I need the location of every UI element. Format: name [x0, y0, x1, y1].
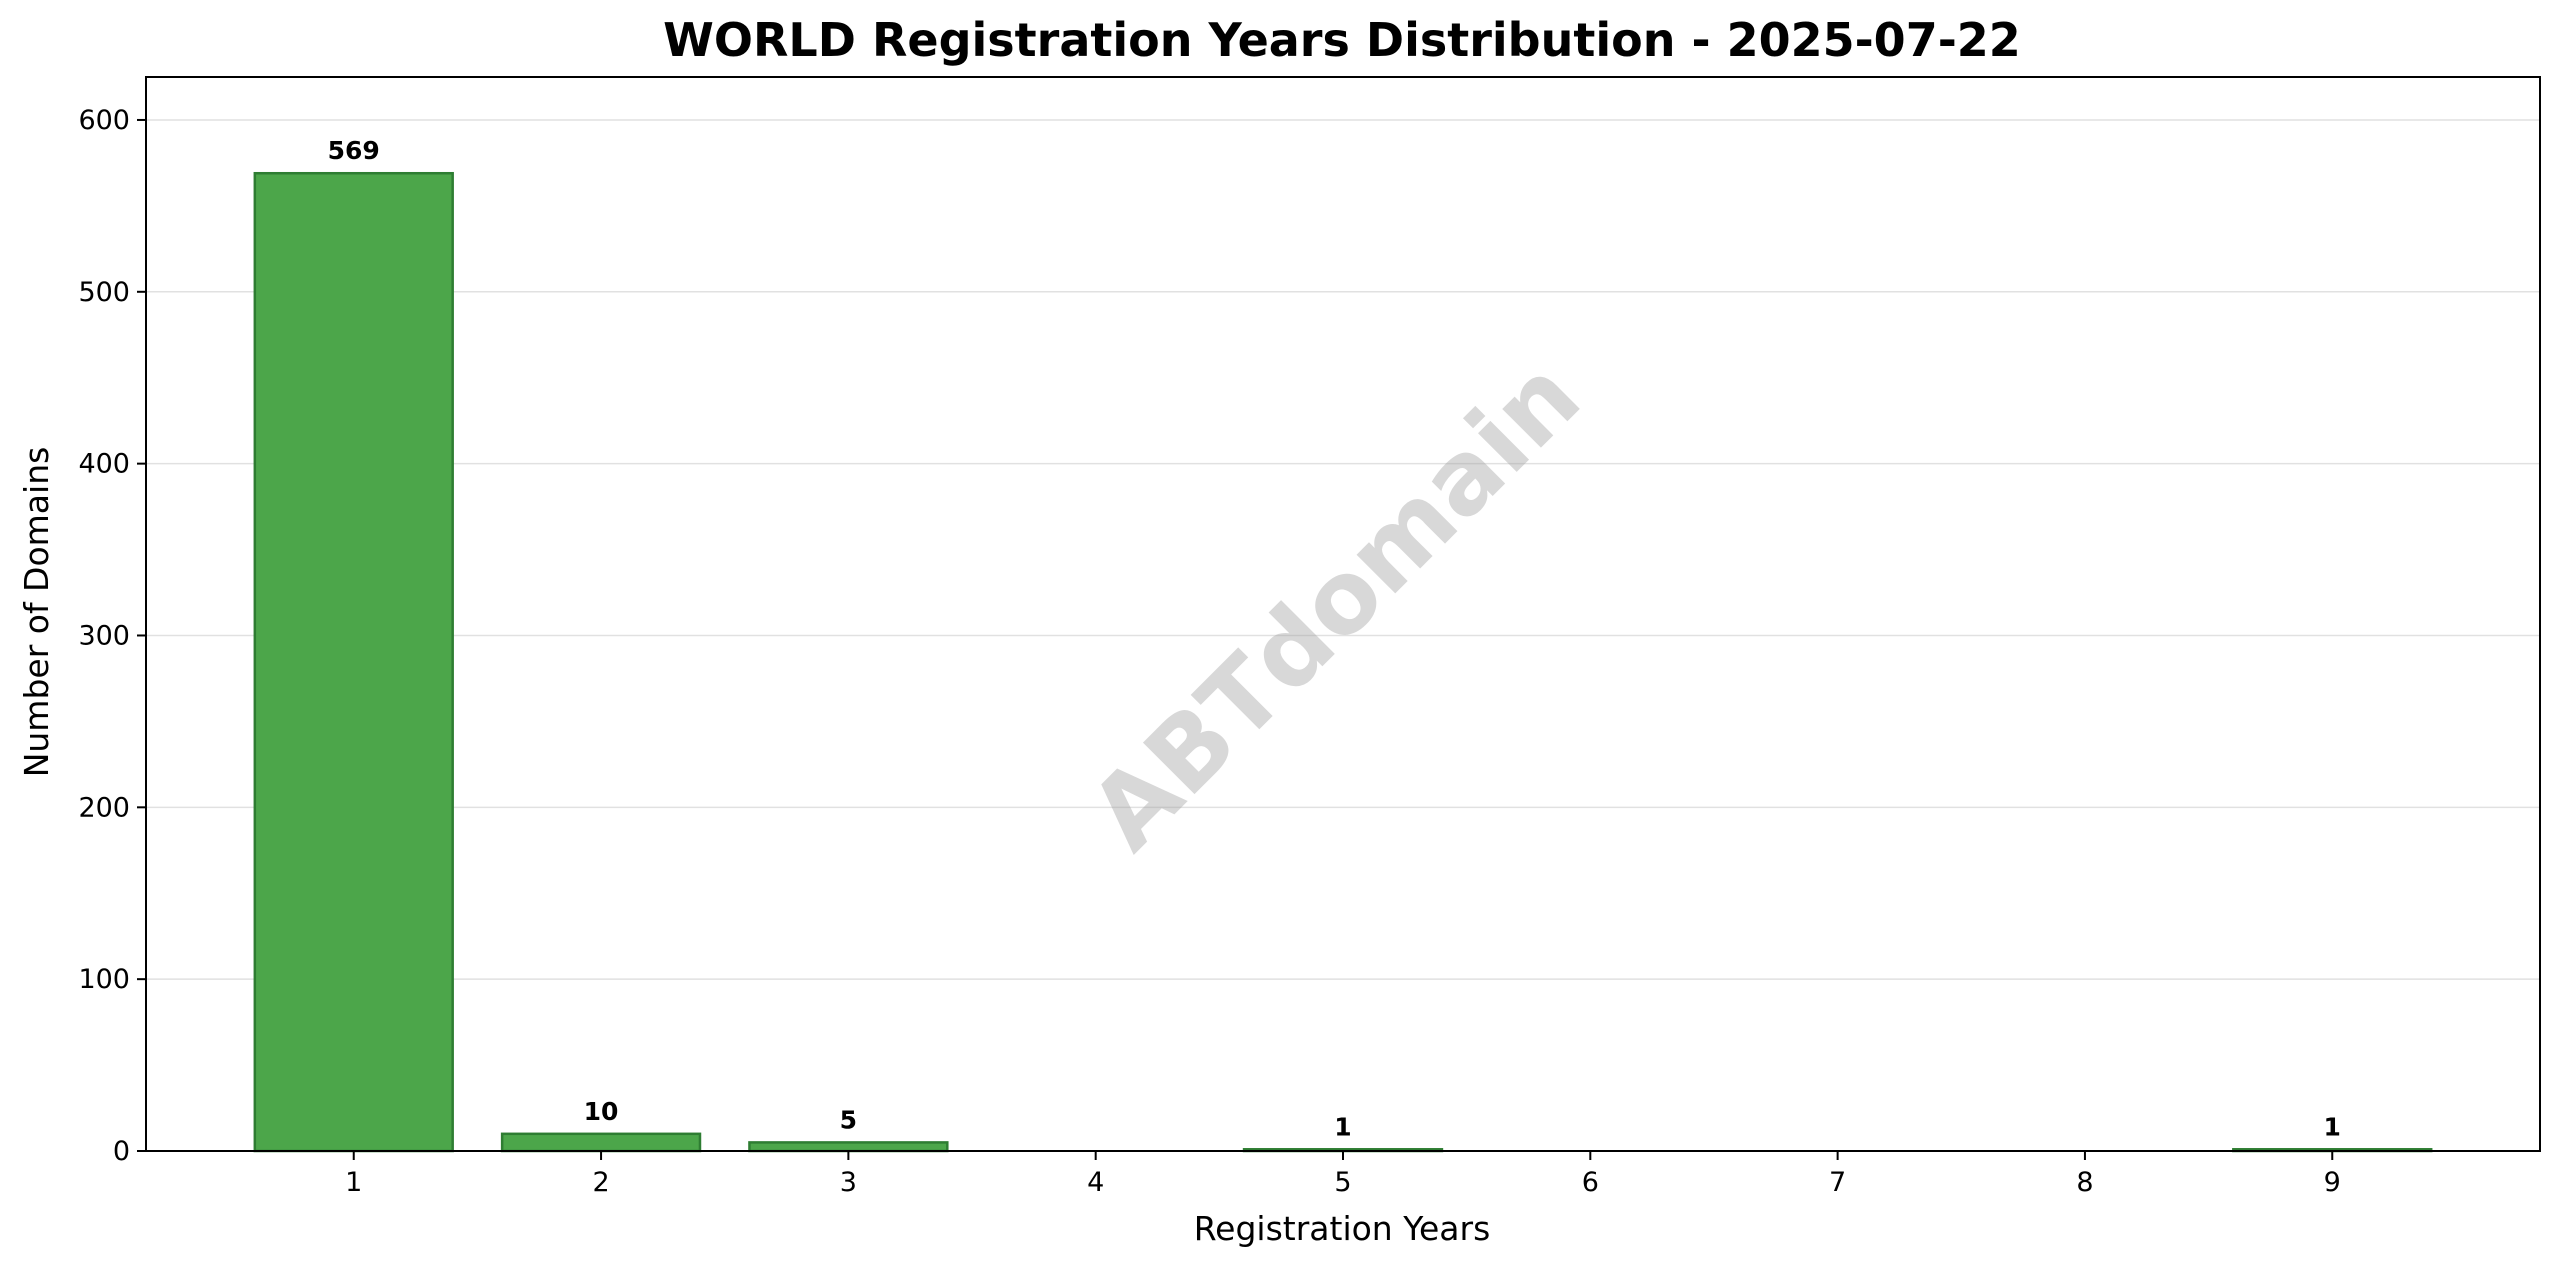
data-label-5: 1 — [1334, 1112, 1351, 1141]
data-label-2: 10 — [584, 1097, 619, 1126]
y-tick-label: 300 — [78, 620, 130, 651]
bar-1 — [253, 171, 454, 1153]
y-tick-label: 200 — [78, 792, 130, 823]
y-axis-ticks: 0 100 200 300 400 500 600 — [78, 105, 146, 1167]
x-tick-label: 5 — [1334, 1167, 1351, 1198]
y-tick-label: 100 — [78, 964, 130, 995]
y-tick-label: 500 — [78, 277, 130, 308]
y-tick-label: 0 — [113, 1136, 130, 1167]
x-tick-label: 6 — [1582, 1167, 1599, 1198]
x-tick-label: 3 — [840, 1167, 857, 1198]
chart-title: WORLD Registration Years Distribution - … — [663, 13, 2021, 67]
y-axis-label: Number of Domains — [17, 447, 56, 778]
x-tick-label: 4 — [1087, 1167, 1104, 1198]
x-tick-label: 1 — [345, 1167, 362, 1198]
data-label-1: 569 — [328, 136, 380, 165]
x-tick-label: 2 — [592, 1167, 609, 1198]
x-tick-label: 7 — [1829, 1167, 1846, 1198]
bars — [253, 171, 2433, 1153]
x-tick-label: 8 — [2076, 1167, 2093, 1198]
data-label-9: 1 — [2324, 1112, 2341, 1141]
watermark: ABTdomain — [1068, 338, 1603, 873]
x-tick-label: 9 — [2324, 1167, 2341, 1198]
x-axis-label: Registration Years — [1194, 1209, 1491, 1248]
y-tick-label: 600 — [78, 105, 130, 136]
data-labels: 569 10 5 1 1 — [328, 136, 2341, 1141]
bar-2 — [500, 1132, 702, 1153]
y-tick-label: 400 — [78, 449, 130, 480]
data-label-3: 5 — [840, 1105, 857, 1134]
bar-3 — [748, 1141, 949, 1153]
grid-lines — [146, 119, 2540, 980]
x-axis-ticks: 1 2 3 4 5 6 7 8 9 — [345, 1151, 2341, 1198]
